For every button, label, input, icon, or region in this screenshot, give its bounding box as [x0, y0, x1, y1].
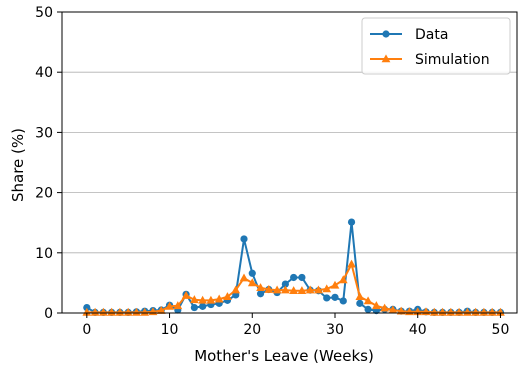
- data-point: [380, 303, 390, 312]
- data-point: [90, 307, 100, 316]
- data-point: [199, 302, 207, 310]
- data-point: [462, 307, 472, 316]
- data-point: [330, 280, 340, 289]
- data-point: [438, 307, 447, 316]
- data-point: [115, 307, 125, 316]
- data-point: [314, 285, 323, 294]
- data-point: [322, 284, 332, 293]
- legend-marker: [382, 30, 390, 38]
- data-point: [298, 273, 306, 282]
- data-point: [446, 307, 456, 316]
- data-point: [140, 307, 150, 316]
- axes: [61, 11, 518, 314]
- x-tick-label: 50: [492, 322, 510, 338]
- x-tick-label: 10: [161, 322, 179, 338]
- y-tick-label: 20: [35, 186, 53, 202]
- data-point: [289, 286, 299, 295]
- data-point: [297, 286, 307, 295]
- data-point: [471, 307, 481, 316]
- series-layer: [82, 218, 505, 316]
- data-point: [479, 307, 489, 316]
- y-axis-label: Share (%): [9, 128, 27, 202]
- series-data: [83, 218, 505, 316]
- data-point: [371, 301, 381, 310]
- data-point: [82, 307, 92, 316]
- data-point: [83, 303, 91, 312]
- data-point: [429, 307, 439, 316]
- data-point: [123, 307, 133, 316]
- data-point: [338, 275, 348, 284]
- data-point: [281, 280, 289, 288]
- data-point: [305, 285, 315, 294]
- data-point: [132, 307, 141, 316]
- legend-item-data: Data: [370, 27, 448, 43]
- data-point: [240, 235, 248, 243]
- data-point: [231, 285, 241, 294]
- x-tick-label: 40: [409, 322, 427, 338]
- data-point: [388, 305, 398, 314]
- x-tick-label: 0: [82, 322, 91, 338]
- y-tick-label: 40: [35, 65, 53, 81]
- data-point: [98, 307, 108, 316]
- series-line: [86, 221, 501, 314]
- data-point: [323, 294, 331, 302]
- data-point: [290, 273, 298, 282]
- x-tick-label: 30: [326, 322, 344, 338]
- data-point: [165, 301, 174, 310]
- data-point: [214, 294, 224, 303]
- data-point: [496, 307, 505, 316]
- data-point: [173, 301, 183, 310]
- x-tick-label: 20: [243, 322, 261, 338]
- y-tick-label: 50: [35, 5, 53, 21]
- data-point: [364, 305, 372, 313]
- data-point: [363, 296, 373, 305]
- data-point: [280, 285, 290, 294]
- data-point: [181, 290, 191, 299]
- data-point: [248, 269, 256, 277]
- data-point: [223, 292, 232, 301]
- data-point: [264, 284, 274, 293]
- data-point: [272, 285, 282, 294]
- data-point: [206, 295, 216, 304]
- data-point: [339, 297, 347, 305]
- data-point: [190, 303, 198, 312]
- legend-label: Data: [415, 27, 448, 43]
- data-point: [247, 278, 257, 287]
- data-point: [356, 299, 364, 307]
- data-point: [256, 290, 265, 298]
- y-tick-label: 10: [35, 246, 53, 262]
- y-tick-label: 0: [44, 306, 53, 322]
- data-point: [331, 293, 339, 301]
- x-axis-label: Mother's Leave (Weeks): [194, 347, 374, 365]
- legend-item-simulation: Simulation: [370, 52, 490, 68]
- data-point: [198, 295, 208, 304]
- data-point: [239, 273, 249, 282]
- series-simulation: [82, 259, 505, 316]
- data-point: [156, 305, 166, 314]
- data-point: [347, 218, 356, 226]
- data-point: [454, 307, 464, 316]
- data-point: [487, 307, 497, 316]
- data-point: [107, 307, 117, 316]
- legend-marker: [381, 54, 391, 63]
- data-point: [347, 259, 356, 268]
- legend-label: Simulation: [415, 52, 490, 68]
- tick-layer: 0 10 20 30 40 50 0 10 20 30 40 50: [35, 5, 509, 338]
- plot-frame: [61, 11, 518, 314]
- legend: Data Simulation: [361, 17, 511, 75]
- data-point: [256, 283, 265, 292]
- data-point: [189, 295, 199, 304]
- data-point: [355, 292, 365, 301]
- y-tick-label: 30: [35, 125, 53, 141]
